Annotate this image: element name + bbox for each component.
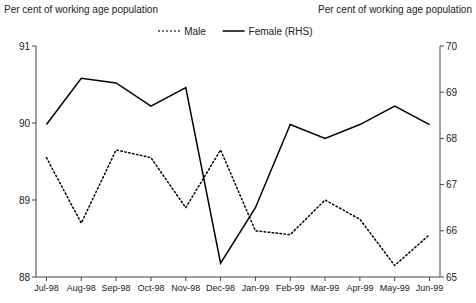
x-tick-label: Jun-99 <box>416 283 444 293</box>
y-tick-label: 91 <box>19 41 31 52</box>
legend-swatch <box>158 30 180 32</box>
x-tick-label: Sep-98 <box>102 283 131 293</box>
y-axis-line <box>36 46 37 277</box>
x-tick <box>290 277 291 281</box>
plot-area <box>46 78 429 265</box>
y2-tick-label: 65 <box>446 272 458 283</box>
x-tick <box>255 277 256 281</box>
y-tick-label: 88 <box>19 272 31 283</box>
legend-swatch <box>223 30 245 32</box>
x-tick-label: Jul-98 <box>34 283 59 293</box>
y2-axis-line <box>440 46 441 277</box>
y2-tick <box>440 92 444 93</box>
y-tick <box>32 123 36 124</box>
y2-tick <box>440 277 444 278</box>
x-tick-label: Jan-99 <box>242 283 270 293</box>
y2-tick-label: 67 <box>446 179 458 190</box>
legend-label: Female (RHS) <box>249 26 313 37</box>
series-line <box>46 78 429 263</box>
y2-tick-label: 70 <box>446 41 458 52</box>
series-line <box>46 150 429 266</box>
x-tick-label: Apr-99 <box>346 283 373 293</box>
x-tick <box>116 277 117 281</box>
y-tick <box>32 200 36 201</box>
legend-label: Male <box>184 26 206 37</box>
y-tick-label: 90 <box>19 118 31 129</box>
x-axis-line <box>36 277 440 278</box>
y2-tick-label: 66 <box>446 225 458 236</box>
y2-tick-label: 68 <box>446 133 458 144</box>
x-tick <box>220 277 221 281</box>
y-tick <box>32 277 36 278</box>
y-tick <box>32 46 36 47</box>
x-tick <box>46 277 47 281</box>
x-tick <box>150 277 151 281</box>
x-tick-label: Dec-98 <box>206 283 235 293</box>
x-tick <box>429 277 430 281</box>
y2-axis-label: Per cent of working age population <box>318 4 472 15</box>
chart-container: 88 89 90 91 65 66 67 68 69 70 Jul-98 Aug-98 Sep-98 Oc… <box>0 0 476 303</box>
x-tick-label: Aug-98 <box>67 283 96 293</box>
y2-tick-label: 69 <box>446 87 458 98</box>
legend: Male Female (RHS) <box>158 26 312 37</box>
x-tick <box>325 277 326 281</box>
y2-tick <box>440 46 444 47</box>
x-tick <box>185 277 186 281</box>
y-axis-label: Per cent of working age population <box>4 4 158 15</box>
y2-tick <box>440 230 444 231</box>
x-tick-label: Oct-98 <box>137 283 164 293</box>
chart: 88 89 90 91 65 66 67 68 69 70 Jul-98 Aug-98 Sep-98 Oc… <box>0 0 476 303</box>
x-tick <box>359 277 360 281</box>
x-tick <box>394 277 395 281</box>
y2-tick <box>440 184 444 185</box>
x-tick-label: Mar-99 <box>311 283 340 293</box>
y-tick-label: 89 <box>19 195 31 206</box>
y2-tick <box>440 138 444 139</box>
x-tick-label: May-99 <box>380 283 410 293</box>
x-tick-label: Feb-99 <box>276 283 305 293</box>
x-tick-label: Nov-98 <box>171 283 200 293</box>
x-tick <box>81 277 82 281</box>
